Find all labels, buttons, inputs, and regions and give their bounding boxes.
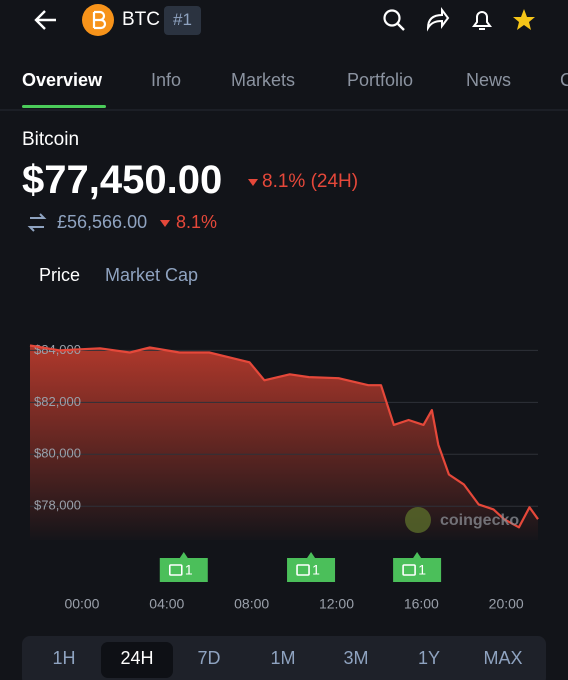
range-button[interactable]: 7D	[197, 648, 221, 668]
price-change: 8.1% (24H)	[262, 171, 359, 192]
symbol: BTC	[122, 9, 160, 30]
tab[interactable]: Markets	[231, 70, 296, 90]
btc-glyph	[92, 10, 107, 30]
news-badge	[393, 552, 442, 582]
range-button[interactable]: 1M	[270, 648, 296, 668]
price-gbp: £56,566.00	[57, 212, 148, 232]
tab[interactable]: Overview	[22, 70, 103, 90]
toggle-market-cap[interactable]: Market Cap	[105, 265, 199, 285]
y-tick-label: $82,000	[34, 394, 81, 409]
back-icon[interactable]	[34, 10, 56, 30]
tab[interactable]: Portfolio	[347, 70, 414, 90]
x-tick-label: 12:00	[319, 596, 354, 612]
tab-underline	[22, 105, 106, 108]
news-badge	[159, 552, 208, 582]
swap-icon	[27, 213, 47, 232]
news-icon	[296, 564, 310, 576]
down-triangle	[248, 179, 258, 186]
price-line	[29, 344, 539, 529]
news-icon	[402, 564, 416, 576]
x-tick-label: 00:00	[64, 596, 99, 612]
x-tick-label: 08:00	[234, 596, 269, 612]
coin-name: Bitcoin	[22, 129, 80, 150]
x-tick-label: 04:00	[149, 596, 184, 612]
star-icon[interactable]	[513, 9, 535, 30]
tab[interactable]: C	[560, 70, 568, 90]
y-tick-label: $80,000	[34, 446, 81, 461]
price: $77,450.00	[22, 158, 223, 202]
news-count: 1	[312, 562, 320, 578]
range-button[interactable]: 1H	[52, 648, 76, 668]
watermark-logo	[405, 507, 431, 533]
range-button[interactable]: 24H	[120, 648, 154, 668]
news-icon	[168, 564, 183, 576]
news-count: 1	[185, 562, 193, 578]
x-tick-label: 16:00	[404, 596, 439, 612]
x-tick-label: 20:00	[489, 596, 524, 612]
news-badge	[287, 552, 336, 582]
rank: #1	[173, 10, 192, 29]
bell-icon[interactable]	[472, 11, 492, 30]
rank-badge	[164, 6, 201, 35]
news-count: 1	[418, 562, 426, 578]
tab[interactable]: Info	[151, 70, 182, 90]
range-selected[interactable]	[101, 642, 173, 678]
header-icons	[0, 4, 568, 232]
range-button[interactable]: MAX	[483, 648, 523, 668]
price-chart: $78,000$80,000$82,000$84,000coingecko00:…	[29, 342, 539, 612]
range-button[interactable]: 1Y	[417, 648, 441, 668]
toggle-price[interactable]: Price	[39, 265, 81, 285]
down-triangle	[160, 220, 170, 227]
share-icon[interactable]	[426, 7, 450, 32]
area	[30, 345, 538, 540]
search-icon[interactable]	[383, 9, 401, 27]
range-button[interactable]: 3M	[343, 648, 369, 668]
y-tick-label: $78,000	[34, 498, 81, 513]
tab[interactable]: News	[466, 70, 512, 90]
gbp-change: 8.1%	[176, 212, 218, 232]
watermark: coingecko	[440, 512, 519, 529]
